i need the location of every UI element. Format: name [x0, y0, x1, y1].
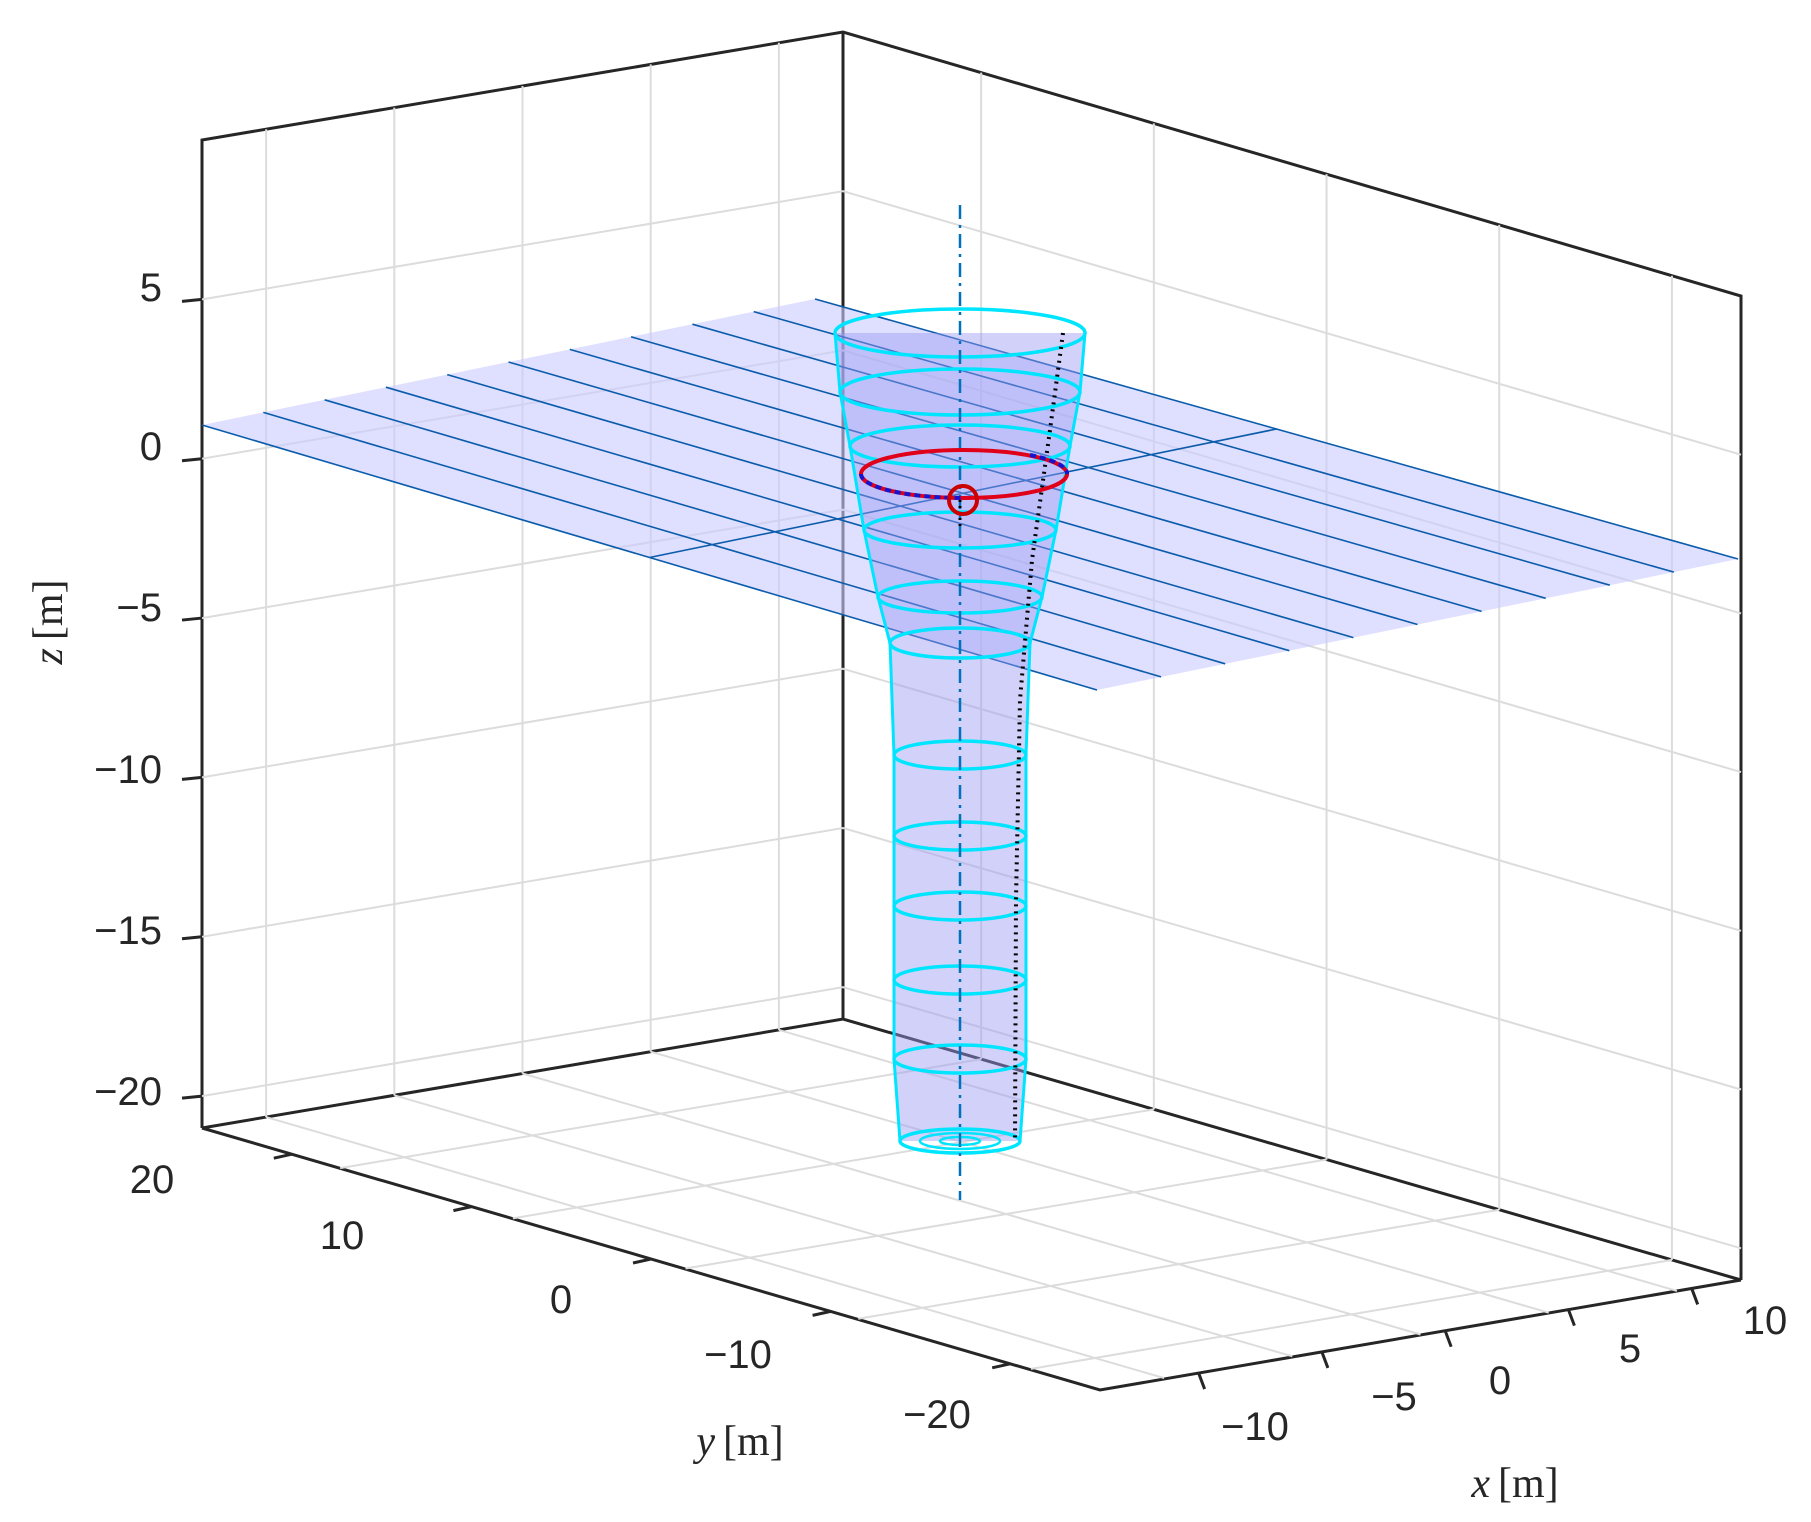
x-tick [1690, 1287, 1700, 1305]
y-tick-labels: 20 10 0 −10 −20 [130, 1158, 971, 1437]
y-axis-var: y [692, 1419, 715, 1465]
floor-gridline-y [778, 1028, 1678, 1292]
z-tick-labels: 5 0 −5 −10 −15 −20 [94, 266, 162, 1114]
floor-gridline-x [858, 1208, 1500, 1320]
plot-area [201, 205, 1739, 1200]
z-axis-var: z [26, 648, 72, 665]
floor-gridline-y [650, 1050, 1549, 1314]
vortex-ring [892, 1043, 1028, 1075]
vortex-tube-right-outline [1018, 332, 1087, 1142]
y-tick-label: 20 [130, 1158, 175, 1202]
z-tick-label: −20 [94, 1070, 162, 1114]
z-tick-label: −10 [94, 748, 162, 792]
plane-mesh-cross-line [649, 428, 1277, 559]
box-floor-front-edges [201, 1126, 1742, 1392]
y-tick [273, 1152, 293, 1160]
z-tick [181, 297, 203, 303]
orbit-ellipse-blue-arc [859, 473, 965, 500]
z-gridline [201, 190, 1742, 456]
floor-gridline-y [522, 1072, 1421, 1336]
x-tick-label: 10 [1743, 1299, 1788, 1343]
x-tick-label: 5 [1619, 1327, 1641, 1371]
z-tick-label: 5 [140, 266, 162, 310]
y-axis-unit: [m] [723, 1419, 784, 1465]
z-tick [181, 935, 203, 941]
z-tick-label: −5 [116, 586, 162, 630]
x-tick-label: −10 [1221, 1405, 1289, 1449]
vortex-ring [888, 626, 1032, 660]
y-tick [812, 1309, 831, 1317]
x-tick [1197, 1372, 1207, 1390]
z-tick [181, 457, 203, 463]
marker-circle [947, 484, 979, 516]
z-axis-unit: [m] [26, 579, 72, 640]
y-tick-label: −10 [704, 1333, 772, 1377]
z-gridline [201, 986, 1742, 1250]
floor-gridline-x [1030, 1258, 1673, 1370]
y-tick-label: 0 [550, 1278, 572, 1322]
y-tick [632, 1257, 652, 1265]
z-tick-label: −15 [94, 909, 162, 953]
y-tick [453, 1205, 472, 1213]
x-tick [1320, 1351, 1330, 1369]
vortex-tube-left-outline [833, 332, 902, 1142]
z-tick [181, 1094, 203, 1100]
floor-gridline-x [685, 1158, 1327, 1270]
z-axis-label: z [m] [26, 579, 72, 665]
box-floor-back-edges [201, 1017, 1742, 1282]
x-tick-label: −5 [1371, 1375, 1417, 1419]
z-tick [181, 775, 203, 781]
y-tick-label: 10 [320, 1214, 365, 1258]
x-tick-label: 0 [1489, 1359, 1511, 1403]
floor-gridline-x [512, 1108, 1155, 1220]
floor-gridline-x [339, 1058, 982, 1170]
y-axis-label: y [m] [692, 1419, 783, 1465]
x-axis-unit: [m] [1498, 1461, 1559, 1507]
dotted-trajectory [1013, 332, 1065, 1142]
floor-gridline-y [265, 1116, 1165, 1380]
floor-gridline-y [394, 1094, 1293, 1358]
x-tick [1443, 1330, 1453, 1348]
z-gridline [201, 826, 1742, 1091]
y-tick [991, 1362, 1011, 1370]
x-axis-var: x [1470, 1461, 1490, 1507]
z-tick [181, 616, 203, 622]
z-gridline [201, 667, 1742, 932]
tick-marks [181, 297, 1700, 1390]
orbit-ellipse-blue-arc [1029, 453, 1069, 475]
x-axis-label: x [m] [1470, 1461, 1558, 1507]
y-tick-label: −20 [903, 1393, 971, 1437]
z-tick-label: 0 [140, 425, 162, 469]
x-tick-labels: −10 −5 0 5 10 [1221, 1299, 1787, 1449]
x-tick [1567, 1309, 1576, 1327]
